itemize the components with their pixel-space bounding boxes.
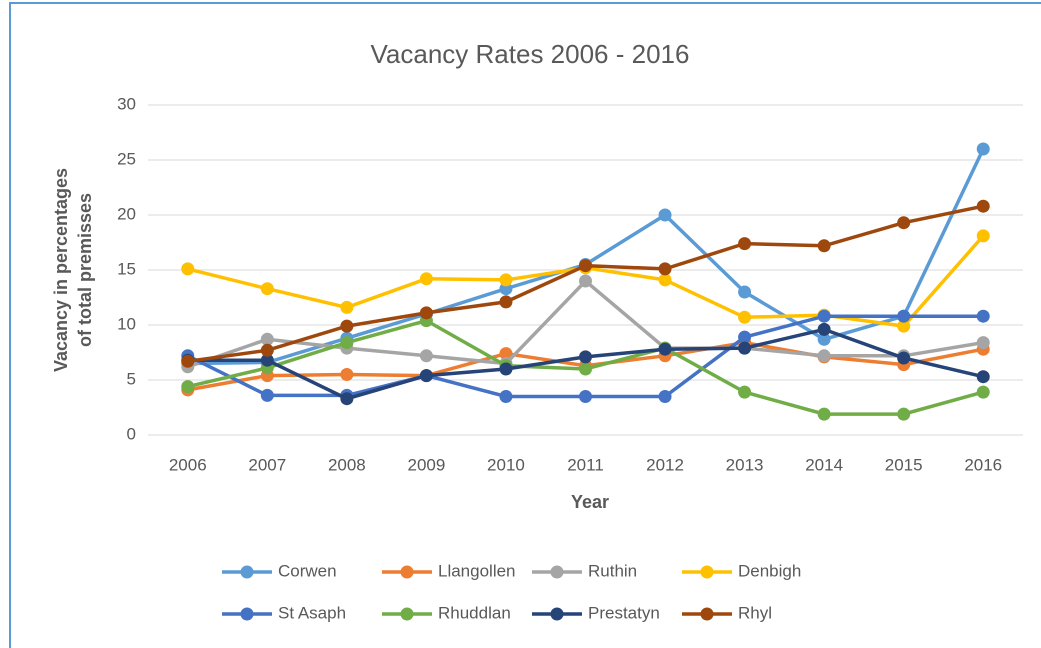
data-point: [658, 390, 672, 403]
data-point: [260, 343, 274, 357]
legend-label: Prestatyn: [588, 603, 660, 622]
data-point: [658, 208, 672, 222]
data-point: [579, 274, 592, 288]
x-tick-label: 2012: [646, 455, 684, 474]
data-point: [658, 262, 672, 276]
legend-marker: [550, 607, 564, 621]
x-tick-label: 2009: [407, 455, 445, 474]
data-point: [817, 349, 831, 363]
x-tick-label: 2006: [169, 455, 207, 474]
data-point: [976, 309, 990, 323]
legend-label: St Asaph: [278, 603, 346, 622]
legend-marker: [700, 565, 714, 579]
data-point: [976, 336, 990, 350]
data-point: [738, 385, 752, 399]
data-point: [181, 262, 195, 276]
data-point: [976, 385, 990, 399]
y-axis-label: of total premisses: [75, 193, 95, 347]
x-tick-label: 2008: [328, 455, 366, 474]
data-point: [419, 349, 433, 363]
data-point: [817, 322, 831, 336]
y-axis-label: Vacancy in percentages: [51, 168, 71, 372]
data-point: [419, 272, 433, 286]
data-point: [817, 332, 831, 346]
data-point: [499, 273, 513, 287]
data-point: [817, 309, 831, 323]
y-tick-label: 25: [117, 149, 136, 168]
legend-label: Ruthin: [588, 561, 637, 580]
data-point: [340, 319, 354, 333]
data-point: [976, 142, 990, 156]
legend-marker: [700, 607, 714, 621]
x-tick-label: 2014: [805, 455, 843, 474]
data-point: [738, 285, 752, 299]
data-point: [817, 239, 831, 253]
data-point: [976, 199, 990, 213]
x-tick-label: 2011: [567, 455, 604, 474]
data-point: [499, 390, 513, 403]
y-tick-label: 0: [127, 424, 136, 443]
data-point: [181, 380, 195, 394]
data-point: [897, 309, 911, 323]
legend-label: Llangollen: [438, 561, 516, 580]
x-tick-label: 2015: [885, 455, 923, 474]
data-point: [738, 310, 752, 324]
legend-label: Corwen: [278, 561, 337, 580]
data-point: [976, 370, 990, 384]
x-axis-label: Year: [571, 492, 609, 512]
data-point: [579, 350, 592, 364]
data-point: [897, 351, 911, 365]
y-tick-label: 15: [117, 259, 136, 278]
data-point: [817, 407, 831, 421]
data-point: [499, 295, 513, 309]
x-tick-label: 2013: [726, 455, 764, 474]
y-tick-label: 30: [117, 94, 136, 113]
x-tick-label: 2007: [248, 455, 286, 474]
x-tick-label: 2010: [487, 455, 525, 474]
y-tick-label: 20: [117, 204, 136, 223]
legend-marker: [550, 565, 564, 579]
data-point: [499, 347, 513, 361]
chart-title: Vacancy Rates 2006 - 2016: [371, 39, 690, 69]
data-point: [579, 362, 592, 376]
legend-label: Rhyl: [738, 603, 772, 622]
data-point: [340, 368, 354, 381]
data-point: [897, 319, 911, 333]
data-point: [658, 342, 672, 356]
legend-marker: [240, 565, 254, 579]
legend-marker: [240, 607, 254, 621]
data-point: [976, 229, 990, 243]
data-point: [419, 369, 433, 383]
y-tick-label: 5: [127, 369, 136, 388]
data-point: [340, 392, 354, 406]
data-point: [738, 330, 752, 344]
y-tick-label: 10: [117, 314, 136, 333]
data-point: [260, 388, 274, 402]
data-point: [260, 332, 274, 346]
legend-marker: [400, 565, 414, 579]
data-point: [260, 282, 274, 296]
data-point: [340, 300, 354, 314]
x-tick-label: 2016: [964, 455, 1002, 474]
data-point: [738, 237, 752, 251]
data-point: [658, 273, 672, 287]
data-point: [419, 306, 433, 320]
data-point: [499, 362, 513, 376]
data-point: [181, 354, 195, 368]
data-point: [579, 390, 592, 403]
legend-label: Denbigh: [738, 561, 801, 580]
data-point: [897, 216, 911, 230]
data-point: [738, 341, 752, 355]
legend-marker: [400, 607, 414, 621]
data-point: [340, 336, 354, 350]
legend-label: Rhuddlan: [438, 603, 511, 622]
data-point: [260, 353, 274, 367]
data-point: [897, 407, 911, 421]
data-point: [579, 259, 592, 273]
